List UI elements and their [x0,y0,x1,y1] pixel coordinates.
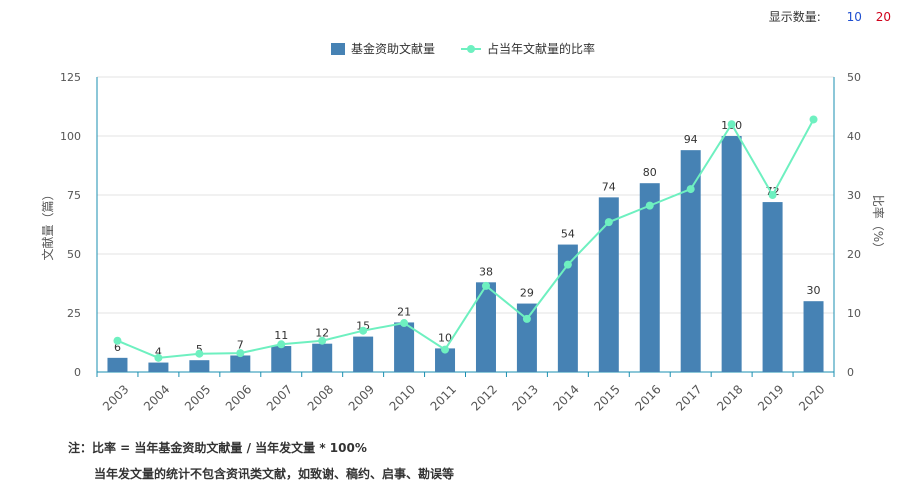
x-tick-label: 2013 [509,382,540,413]
bar [394,322,415,372]
bar [148,362,169,372]
x-tick-label: 2008 [305,382,336,413]
x-tick-label: 2015 [591,382,622,413]
ratio-point [522,314,531,323]
y-right-axis-title: 比率（%） [871,195,886,254]
bar [803,301,824,372]
bar-data-label: 12 [315,327,329,340]
ratio-point [686,185,695,194]
y-right-tick-label: 0 [847,366,854,379]
bar-data-label: 4 [155,346,162,359]
x-tick-label: 2014 [550,382,581,413]
x-tick-label: 2007 [264,382,295,413]
ratio-point [236,349,245,358]
y-left-tick-label: 25 [67,307,81,320]
bar-data-label: 6 [114,341,121,354]
ratio-point [277,340,286,349]
bar [435,348,456,372]
x-tick-label: 2003 [100,382,131,413]
x-tick-label: 2012 [469,382,500,413]
ratio-point [727,120,736,129]
bar-data-label: 21 [397,305,411,318]
note-count-exclusion: 当年发文量的统计不包含资讯类文献，如致谢、稿约、启事、勘误等 [94,467,455,481]
note-ratio-definition: 注：比率 = 当年基金资助文献量 / 当年发文量 * 100% [68,441,367,455]
ratio-point [154,353,163,362]
x-tick-label: 2017 [673,382,704,413]
ratio-point [563,260,572,269]
ratio-point [441,345,450,354]
bar [230,355,251,372]
display-count-label: 显示数量: [768,10,821,24]
bar [721,136,742,372]
bar [107,357,128,372]
legend-bar-swatch [331,43,345,55]
y-left-tick-label: 50 [67,248,81,261]
y-left-tick-label: 100 [60,130,81,143]
bar-data-label: 38 [479,265,493,278]
bar [557,244,578,372]
y-right-tick-label: 50 [847,71,861,84]
ratio-point [645,201,654,210]
bar-data-label: 80 [643,166,657,179]
ratio-point [604,218,613,227]
ratio-line [117,119,815,359]
bar [516,303,537,372]
bar-data-label: 74 [602,180,616,193]
x-tick-label: 2010 [387,382,418,413]
bar [475,282,496,372]
x-tick-label: 2016 [632,382,663,413]
display-count-control: 显示数量: 10 20 [769,8,891,25]
ratio-point [195,349,204,358]
bar-data-label: 30 [807,284,821,297]
bar-data-label: 54 [561,228,575,241]
bar [598,197,619,372]
x-tick-label: 2005 [182,382,213,413]
bar [189,360,210,372]
bar-data-label: 5 [196,343,203,356]
legend-line-label: 占当年文献量的比率 [487,41,595,56]
y-right-tick-label: 40 [847,130,861,143]
bar [680,150,701,372]
x-tick-label: 2006 [223,382,254,413]
y-left-tick-label: 125 [60,71,81,84]
x-tick-label: 2020 [796,382,827,413]
y-right-tick-label: 10 [847,307,861,320]
x-tick-label: 2004 [141,382,172,413]
bar-data-label: 29 [520,287,534,300]
bar-data-label: 7 [237,338,244,351]
y-right-tick-label: 30 [847,189,861,202]
y-left-tick-label: 0 [74,366,81,379]
ratio-point [318,336,327,345]
x-tick-label: 2009 [346,382,377,413]
ratio-point [809,115,818,124]
ratio-point [359,326,368,335]
ratio-point [400,319,409,328]
ratio-point [481,281,490,290]
x-tick-label: 2019 [755,382,786,413]
bar-data-label: 11 [274,329,288,342]
bar [639,183,660,372]
bar [762,202,783,372]
ratio-point [768,191,777,199]
bar [312,343,333,372]
y-left-tick-label: 75 [67,189,81,202]
display-count-option-20[interactable]: 20 [875,10,891,24]
y-left-axis-title: 文献量（篇） [40,188,55,260]
y-right-tick-label: 20 [847,248,861,261]
bar-data-label: 10 [438,331,452,344]
legend-line-marker [467,45,475,53]
x-tick-label: 2018 [714,382,745,413]
display-count-option-10[interactable]: 10 [846,10,862,24]
chart-notes: 注：比率 = 当年基金资助文献量 / 当年发文量 * 100% 当年发文量的统计… [68,440,454,492]
bar [271,346,292,372]
bar [353,336,374,372]
ratio-point [113,336,122,345]
bar-data-label: 94 [684,133,698,146]
x-tick-label: 2011 [428,382,459,413]
legend-bar-label: 基金资助文献量 [351,41,435,56]
